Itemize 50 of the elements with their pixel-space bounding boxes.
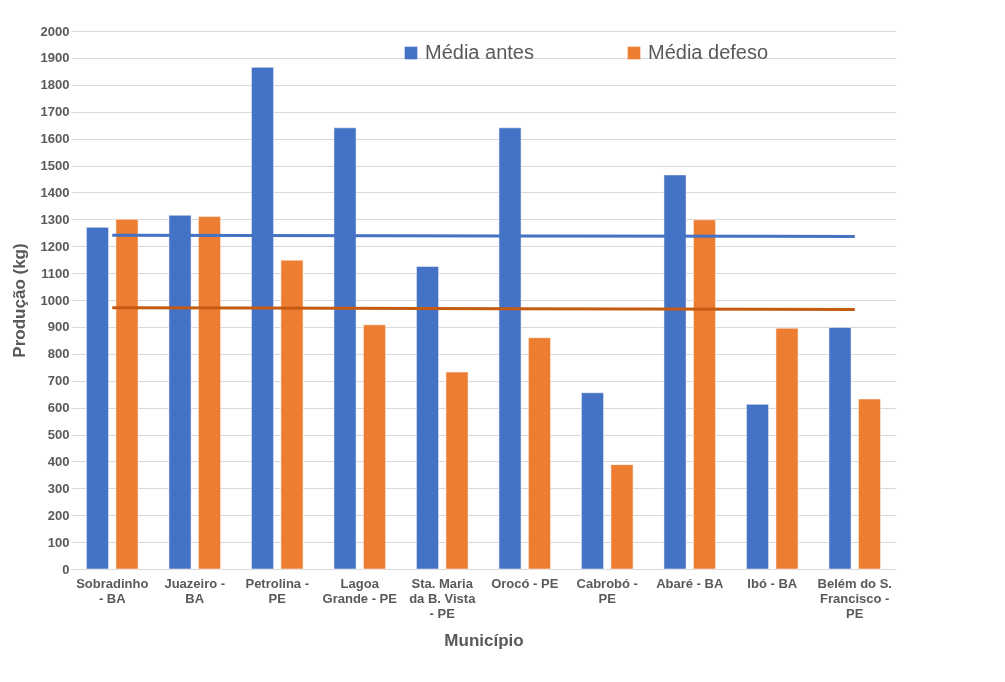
bar: [416, 266, 439, 570]
x-tick-label: Ibó - BA: [747, 575, 798, 591]
y-tick-label: 1800: [40, 77, 70, 93]
y-tick-label: 1700: [40, 104, 70, 120]
y-tick-label: 800: [47, 346, 70, 362]
y-tick-label: 700: [47, 373, 70, 389]
x-tick-label: Lagoa Grande - PE: [322, 575, 398, 606]
bar: [746, 404, 769, 570]
bar: [198, 216, 221, 570]
y-tick-label: 1500: [40, 158, 70, 173]
x-tick-label: Orocó - PE: [491, 575, 559, 591]
y-tick-label: 100: [47, 534, 70, 550]
bar: [445, 371, 469, 570]
bar: [828, 327, 852, 570]
y-tick-label: 2000: [40, 23, 70, 39]
x-tick-label: Sta. Maria da B. Vista - PE: [409, 575, 477, 621]
y-tick-label: 900: [47, 319, 70, 335]
y-tick-label: 500: [47, 427, 70, 442]
y-tick-label: 1400: [40, 184, 70, 200]
bar: [86, 227, 109, 570]
bar: [693, 219, 716, 570]
y-tick-label: 1600: [40, 131, 70, 147]
bar: [610, 464, 634, 570]
x-tick-label: Abaré - BA: [656, 575, 724, 591]
bar: [280, 259, 304, 570]
x-tick-label: Juazeiro - BA: [164, 575, 226, 606]
y-tick-label: 600: [47, 400, 70, 416]
legend-label: Média defeso: [648, 41, 769, 63]
bar: [858, 398, 881, 570]
legend-label: Média antes: [425, 41, 534, 63]
bar: [775, 328, 799, 570]
x-tick-label: Belém do S. Francisco - PE: [817, 575, 892, 621]
y-tick-label: 400: [47, 453, 70, 469]
y-tick-label: 1200: [40, 238, 70, 254]
y-tick-label: 300: [47, 480, 70, 496]
y-tick-label: 1900: [40, 50, 70, 66]
y-axis-title: Produção (kg): [9, 243, 29, 358]
y-tick-label: 1000: [40, 292, 70, 308]
bar: [528, 337, 551, 570]
y-tick-label: 1300: [40, 211, 70, 227]
x-tick-label: Petrolina - PE: [245, 575, 310, 606]
y-tick-label: 1100: [41, 265, 70, 281]
x-axis-title: Município: [444, 630, 524, 650]
x-tick-label: Cabrobó - PE: [576, 575, 638, 606]
bar: [115, 219, 139, 570]
x-tick-label: Sobradinho - BA: [76, 575, 149, 606]
y-tick-label: 0: [62, 561, 70, 577]
y-tick-label: 200: [47, 507, 70, 523]
bar: [581, 392, 604, 570]
bar: [363, 324, 386, 570]
